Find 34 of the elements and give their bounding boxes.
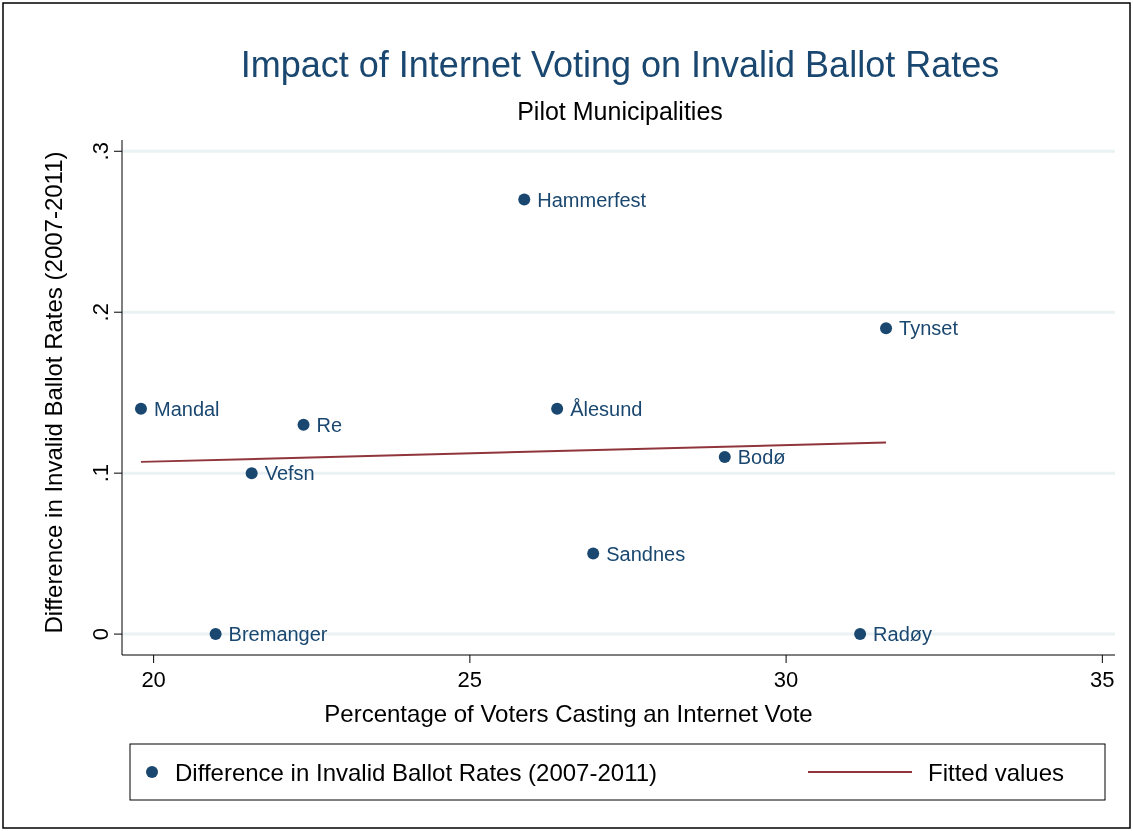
annotation: Bremanger xyxy=(228,623,328,646)
point xyxy=(718,451,731,464)
legend-label: Fitted values xyxy=(928,759,1065,786)
annotation: Vefsn xyxy=(264,462,315,485)
point xyxy=(880,322,893,335)
point xyxy=(854,628,867,641)
annotation: Bodø xyxy=(737,446,786,469)
y-axis-title: Difference in Invalid Ballot Rates (2007-2011) xyxy=(40,151,67,634)
annotation: Re xyxy=(316,413,343,436)
legend-label: Difference in Invalid Ballot Rates (2007-2011) xyxy=(175,759,658,786)
annotation: Radøy xyxy=(873,623,933,646)
x-axis-title: Percentage of Voters Casting an Internet Vote xyxy=(324,700,813,727)
y-tick-label: .3 xyxy=(88,142,113,161)
point xyxy=(518,193,531,206)
point xyxy=(551,402,564,415)
annotation: Tynset xyxy=(899,317,959,340)
annotation: Sandnes xyxy=(606,542,686,565)
x-tick-label: 30 xyxy=(773,667,799,692)
annotation: Mandal xyxy=(153,397,220,420)
x-tick-label: 35 xyxy=(1090,667,1115,692)
y-tick-label: .1 xyxy=(88,463,113,483)
x-tick-label: 25 xyxy=(457,667,483,692)
y-tick-label: 0 xyxy=(88,627,113,641)
point xyxy=(245,467,258,480)
annotation: Ålesund xyxy=(570,397,643,420)
point xyxy=(587,547,600,560)
point xyxy=(134,402,147,415)
chart-subtitle: Pilot Municipalities xyxy=(517,97,723,125)
y-tick-label: .2 xyxy=(88,303,113,322)
annotation: Hammerfest xyxy=(537,188,647,211)
point xyxy=(209,628,222,641)
x-tick-label: 20 xyxy=(141,667,166,692)
chart-title: Impact of Internet Voting on Invalid Ballot Rates xyxy=(240,44,1000,85)
point xyxy=(297,418,310,431)
